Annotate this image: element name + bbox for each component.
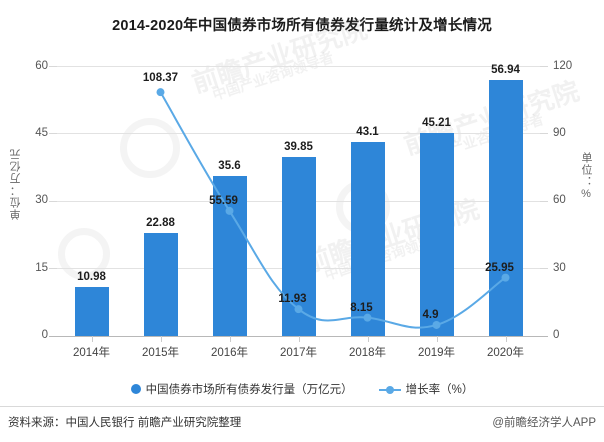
x-tick-2016年 (229, 336, 231, 342)
y-tick-left-60: 60 (35, 60, 48, 72)
plot-area (49, 66, 548, 342)
bar-value-label-2017年: 39.85 (284, 140, 313, 153)
x-category-label-2014年: 2014年 (72, 347, 111, 359)
line-point-2018年[interactable] (363, 313, 372, 322)
bar-value-label-2014年: 10.98 (77, 270, 106, 283)
x-tick-2015年 (160, 336, 162, 342)
chart-title: 2014-2020年中国债券市场所有债券发行量统计及增长情况 (112, 18, 492, 34)
growth-rate-line-path (159, 91, 507, 329)
y-tick-left-15: 15 (35, 262, 48, 274)
line-value-label-2017年: 11.93 (278, 293, 307, 306)
y-axis-left-title: 单位：万亿元 (10, 148, 22, 220)
x-category-label-2016年: 2016年 (210, 347, 249, 359)
x-tick-2018年 (367, 336, 369, 342)
line-point-2019年[interactable] (432, 320, 441, 329)
bar-2016年[interactable] (212, 175, 247, 336)
line-value-label-2016年: 55.59 (209, 194, 238, 207)
x-tick-2017年 (298, 336, 300, 342)
tick-stub-left-45 (49, 133, 57, 134)
x-tick-2014年 (91, 336, 93, 342)
bar-value-label-2015年: 22.88 (146, 217, 175, 230)
y-tick-right-120: 120 (553, 60, 573, 72)
bar-value-label-2019年: 45.21 (422, 116, 451, 129)
x-category-label-2019年: 2019年 (417, 347, 456, 359)
legend-item-bond-issuance[interactable]: 中国债券市场所有债券发行量（万亿元） (130, 381, 353, 397)
line-point-2015年[interactable] (156, 88, 165, 97)
gridline-45 (57, 133, 540, 134)
bar-2018年[interactable] (350, 142, 385, 336)
legend-label-bond-issuance: 中国债券市场所有债券发行量（万亿元） (145, 384, 353, 396)
tick-stub-right-30 (540, 201, 548, 202)
footer-source-text: 资料来源：中国人民银行 前瞻产业研究院整理 (8, 417, 242, 429)
y-tick-left-45: 45 (35, 127, 48, 139)
footer-brand-text: @前瞻经济学人APP (492, 417, 596, 429)
tick-stub-left-30 (49, 201, 57, 202)
legend-dot-icon (130, 384, 141, 394)
line-point-2016年[interactable] (225, 206, 234, 215)
growth-rate-line-series (156, 88, 510, 329)
line-value-label-2015年: 108.37 (142, 72, 179, 85)
bar-2015年[interactable] (143, 233, 178, 336)
tick-stub-right-15 (540, 268, 548, 269)
bar-2020年[interactable] (488, 79, 523, 336)
y-tick-left-30: 30 (35, 194, 48, 206)
legend-label-growth-rate: 增长率（%） (405, 384, 474, 396)
y-tick-left-0: 0 (41, 329, 48, 341)
x-category-label-2017年: 2017年 (279, 347, 318, 359)
line-point-2020年[interactable] (501, 273, 510, 282)
legend-item-growth-rate[interactable]: 增长率（%） (378, 381, 474, 397)
y-tick-right-90: 90 (553, 127, 566, 139)
line-value-label-2019年: 4.9 (422, 308, 439, 321)
y-tick-right-0: 0 (553, 329, 560, 341)
bar-2014年[interactable] (74, 286, 109, 336)
bar-value-label-2020年: 56.94 (491, 63, 520, 76)
tick-stub-left-60 (49, 66, 57, 67)
line-value-label-2018年: 8.15 (350, 301, 373, 314)
y-axis-right-title: 单位：% (580, 152, 592, 201)
line-value-label-2020年: 25.95 (485, 261, 514, 274)
x-category-label-2020年: 2020年 (486, 347, 525, 359)
bar-2019年[interactable] (419, 132, 454, 336)
y-tick-right-30: 30 (553, 262, 566, 274)
bar-value-label-2018年: 43.1 (356, 126, 379, 139)
footer-divider (0, 406, 604, 407)
x-category-label-2015年: 2015年 (141, 347, 180, 359)
line-point-2017年[interactable] (294, 305, 303, 314)
bar-value-label-2016年: 35.6 (218, 159, 241, 172)
x-category-label-2018年: 2018年 (348, 347, 387, 359)
y-tick-right-60: 60 (553, 194, 566, 206)
tick-stub-left-15 (49, 268, 57, 269)
chart-legend: 中国债券市场所有债券发行量（万亿元） 增长率（%） (0, 381, 604, 397)
tick-stub-right-60 (540, 66, 548, 67)
legend-line-icon (378, 384, 401, 394)
tick-stub-right-45 (540, 133, 548, 134)
x-tick-2019年 (436, 336, 438, 342)
gridline-60 (57, 66, 540, 67)
x-tick-2020年 (505, 336, 507, 342)
